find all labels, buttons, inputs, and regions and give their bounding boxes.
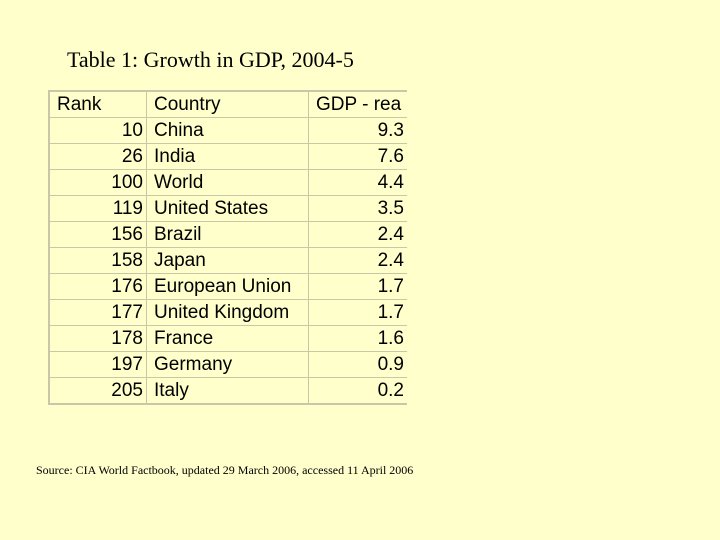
gdp-cell: 9.3 bbox=[308, 117, 407, 144]
country-cell: India bbox=[146, 143, 309, 170]
gdp-cell: 3.5 bbox=[308, 195, 407, 222]
country-cell: France bbox=[146, 325, 309, 352]
table-row: 10 China 9.3 bbox=[49, 117, 407, 144]
rank-cell: 119 bbox=[49, 195, 147, 222]
country-cell: World bbox=[146, 169, 309, 196]
rank-cell: 178 bbox=[49, 325, 147, 352]
page-title: Table 1: Growth in GDP, 2004-5 bbox=[67, 47, 354, 72]
rank-cell: 205 bbox=[49, 377, 147, 404]
gdp-cell: 1.7 bbox=[308, 299, 407, 326]
gdp-cell: 7.6 bbox=[308, 143, 407, 170]
rank-cell: 158 bbox=[49, 247, 147, 274]
country-column-header: Country bbox=[146, 91, 309, 118]
country-cell: United States bbox=[146, 195, 309, 222]
rank-cell: 176 bbox=[49, 273, 147, 300]
country-cell: Germany bbox=[146, 351, 309, 378]
country-cell: Japan bbox=[146, 247, 309, 274]
rank-column-header: Rank bbox=[49, 91, 147, 118]
table-body: 10 China 9.3 26 India 7.6 100 World 4.4 119 United… bbox=[49, 117, 407, 404]
gdp-cell: 1.7 bbox=[308, 273, 407, 300]
table-row: 158 Japan 2.4 bbox=[49, 247, 407, 274]
country-cell: United Kingdom bbox=[146, 299, 309, 326]
gdp-cell: 0.9 bbox=[308, 351, 407, 378]
table-row: 178 France 1.6 bbox=[49, 325, 407, 352]
table-row: 176 European Union 1.7 bbox=[49, 273, 407, 300]
table-row: 100 World 4.4 bbox=[49, 169, 407, 196]
country-cell: European Union bbox=[146, 273, 309, 300]
gdp-cell: 4.4 bbox=[308, 169, 407, 196]
source-note: Source: CIA World Factbook, updated 29 M… bbox=[36, 463, 414, 477]
gdp-cell: 1.6 bbox=[308, 325, 407, 352]
gdp-cell: 0.2 bbox=[308, 377, 407, 404]
gdp-column-header: GDP - rea bbox=[308, 91, 407, 118]
gdp-table: Rank Country GDP - rea 10 China 9.3 26 India… bbox=[49, 91, 407, 404]
country-cell: Brazil bbox=[146, 221, 309, 248]
rank-cell: 197 bbox=[49, 351, 147, 378]
gdp-cell: 2.4 bbox=[308, 221, 407, 248]
rank-cell: 156 bbox=[49, 221, 147, 248]
country-cell: China bbox=[146, 117, 309, 144]
table-row: 119 United States 3.5 bbox=[49, 195, 407, 222]
gdp-cell: 2.4 bbox=[308, 247, 407, 274]
country-cell: Italy bbox=[146, 377, 309, 404]
table-row: 205 Italy 0.2 bbox=[49, 377, 407, 404]
rank-cell: 100 bbox=[49, 169, 147, 196]
rank-cell: 26 bbox=[49, 143, 147, 170]
table-row: 26 India 7.6 bbox=[49, 143, 407, 170]
table-header-row: Rank Country GDP - rea bbox=[49, 91, 407, 118]
table-row: 177 United Kingdom 1.7 bbox=[49, 299, 407, 326]
table-row: 156 Brazil 2.4 bbox=[49, 221, 407, 248]
rank-cell: 10 bbox=[49, 117, 147, 144]
table-row: 197 Germany 0.9 bbox=[49, 351, 407, 378]
gdp-table-container: Rank Country GDP - rea 10 China 9.3 26 India… bbox=[48, 90, 407, 405]
rank-cell: 177 bbox=[49, 299, 147, 326]
